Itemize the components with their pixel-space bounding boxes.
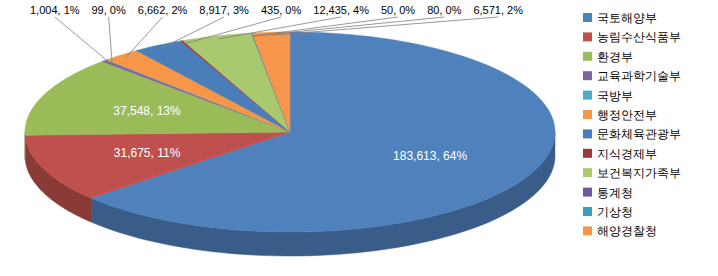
chart: 183,613, 64% 31,675, 11% 37,548, 13% 1,004,… bbox=[0, 0, 718, 276]
legend-label: 문화체육관광부 bbox=[597, 127, 681, 141]
leader-line bbox=[55, 17, 110, 63]
legend-label: 행정안전부 bbox=[597, 108, 657, 122]
leader-line bbox=[253, 17, 444, 36]
legend-swatch bbox=[583, 52, 592, 61]
leader-line bbox=[219, 17, 341, 39]
leader-line bbox=[272, 17, 499, 35]
legend-label: 보건복지가족부 bbox=[597, 166, 681, 180]
legend-swatch bbox=[583, 110, 592, 119]
data-label: 435, 0% bbox=[261, 4, 302, 16]
legend-label: 환경부 bbox=[597, 50, 633, 64]
legend-swatch bbox=[583, 13, 592, 22]
legend: 국토해양부농림수산식품부환경부교육과학기술부국방부행정안전부문화체육관광부지식경… bbox=[583, 11, 681, 238]
pie bbox=[25, 32, 555, 256]
data-label: 1,004, 1% bbox=[30, 4, 80, 16]
data-label: 50, 0% bbox=[381, 4, 415, 16]
data-label: 31,675, 11% bbox=[114, 146, 181, 160]
data-label: 80, 0% bbox=[427, 4, 461, 16]
legend-swatch bbox=[583, 71, 592, 80]
legend-label: 통계청 bbox=[597, 186, 633, 200]
legend-swatch bbox=[583, 207, 592, 216]
legend-label: 해양경찰청 bbox=[597, 224, 657, 238]
pie-slice bbox=[252, 32, 290, 132]
legend-swatch bbox=[583, 91, 592, 100]
pie-slice bbox=[25, 132, 290, 198]
data-label: 12,435, 4% bbox=[313, 4, 369, 16]
data-label: 99, 0% bbox=[92, 4, 126, 16]
legend-swatch bbox=[583, 188, 592, 197]
legend-swatch bbox=[583, 168, 592, 177]
legend-swatch bbox=[583, 149, 592, 158]
legend-label: 기상청 bbox=[597, 205, 633, 219]
legend-swatch bbox=[583, 32, 592, 41]
data-label: 8,917, 3% bbox=[199, 4, 249, 16]
legend-label: 농림수산식품부 bbox=[597, 30, 681, 44]
legend-swatch bbox=[583, 226, 592, 235]
data-label: 183,613, 64% bbox=[393, 149, 467, 163]
leader-line bbox=[109, 17, 112, 62]
legend-swatch bbox=[583, 129, 592, 138]
data-label: 37,548, 13% bbox=[113, 104, 181, 118]
data-label: 6,662, 2% bbox=[138, 4, 188, 16]
legend-label: 국토해양부 bbox=[597, 11, 657, 25]
leader-line bbox=[162, 17, 224, 48]
data-label: 6,571, 2% bbox=[473, 4, 523, 16]
legend-label: 국방부 bbox=[597, 89, 633, 103]
legend-label: 교육과학기술부 bbox=[597, 69, 681, 83]
leader-line bbox=[126, 17, 163, 57]
legend-label: 지식경제부 bbox=[597, 147, 657, 161]
